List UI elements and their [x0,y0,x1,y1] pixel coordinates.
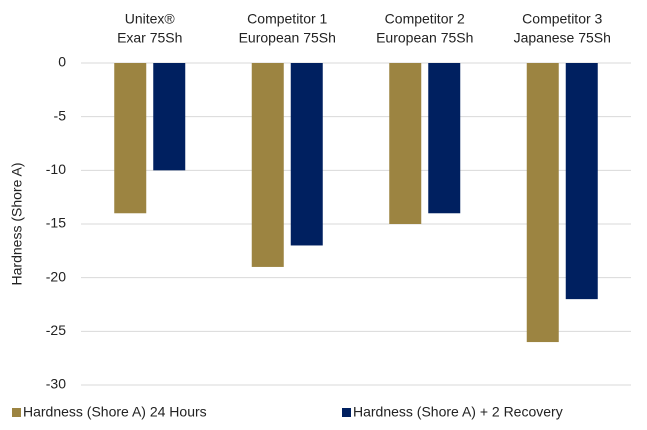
legend-swatch [12,408,21,417]
category-label: Japanese 75Sh [514,30,611,46]
y-tick-label: -20 [46,268,66,284]
bar [251,63,284,267]
y-tick-label: -30 [46,376,66,392]
category-label: Competitor 2 [385,11,465,27]
legend-swatch [342,408,351,417]
y-tick-label: 0 [58,54,66,70]
bar [114,63,147,214]
bar [565,63,598,300]
category-label: Competitor 1 [247,11,327,27]
y-tick-label: -15 [46,215,66,231]
bar [526,63,559,343]
y-axis-label: Hardness (Shore A) [9,163,25,286]
category-label: European 75Sh [376,30,473,46]
legend-label: Hardness (Shore A) + 2 Recovery [353,404,563,420]
category-label: Unitex® [125,11,176,27]
y-tick-label: -5 [54,107,67,123]
bar [153,63,186,171]
y-tick-label: -25 [46,322,66,338]
category-label: European 75Sh [239,30,336,46]
bar [290,63,323,246]
category-label: Exar 75Sh [117,30,182,46]
y-tick-label: -10 [46,161,66,177]
bar [389,63,422,224]
legend-label: Hardness (Shore A) 24 Hours [23,404,207,420]
category-label: Competitor 3 [522,11,602,27]
bar [428,63,461,214]
